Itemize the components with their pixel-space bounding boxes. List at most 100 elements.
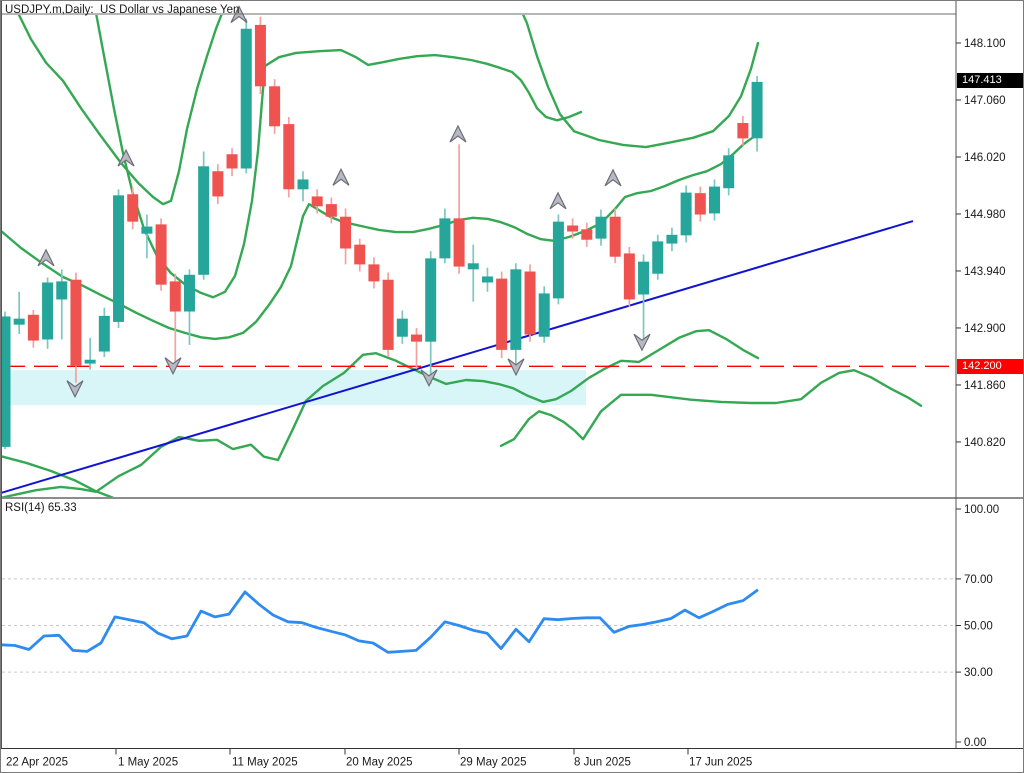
rsi-tick-label: 50.00 <box>964 621 993 633</box>
candle-body-bull <box>538 293 550 337</box>
candle <box>311 189 323 214</box>
candle <box>269 79 281 134</box>
candle-body-bear <box>737 123 749 139</box>
candle-body-bear <box>354 244 366 265</box>
arrow-down-icon <box>66 380 84 399</box>
candle <box>169 273 181 366</box>
rsi-line <box>1 588 759 654</box>
bollinger-middle-line <box>2 131 760 341</box>
rsi-axis[interactable]: 100.00 70.00 50.00 30.00 0.00 <box>956 504 999 749</box>
candle <box>382 272 394 358</box>
candle-body-bear <box>581 229 593 240</box>
candle-body-bull <box>56 281 68 300</box>
main-panel[interactable] <box>1 3 956 505</box>
candle <box>723 148 735 196</box>
time-tick-label: 29 May 2025 <box>460 757 527 769</box>
candle <box>13 291 25 334</box>
time-tick-label: 17 Jun 2025 <box>689 757 752 769</box>
candle-body-bull <box>98 315 110 352</box>
candle-body-bull <box>113 195 125 322</box>
candle-body-bear <box>212 171 224 197</box>
candle-body-bull <box>240 28 252 169</box>
candle <box>354 238 366 272</box>
candle-body-bear <box>496 278 508 350</box>
candle-body-bull <box>13 318 25 325</box>
price-tick-label: 148.100 <box>964 38 1006 50</box>
candle <box>481 267 493 292</box>
candle-body-bull <box>481 276 493 283</box>
candle <box>425 251 437 384</box>
arrow-down-icon <box>164 357 182 376</box>
candle-body-bear <box>567 225 579 232</box>
candle-body-bear <box>368 264 380 282</box>
candle <box>98 307 110 358</box>
price-tick-label: 144.980 <box>964 209 1006 221</box>
price-tick-label: 143.940 <box>964 266 1006 278</box>
candle-body-bear <box>411 334 423 342</box>
alert-price-badge: 142.200 <box>957 358 1023 374</box>
candle <box>254 16 266 94</box>
candle-body-bear <box>155 224 167 285</box>
candle <box>70 272 82 383</box>
candle-body-bear <box>226 154 238 169</box>
candle-body-bull <box>652 241 664 274</box>
arrow-up-icon <box>117 148 135 167</box>
candle <box>694 186 706 222</box>
candle <box>652 234 664 280</box>
candle-body-bear <box>70 279 82 366</box>
candle <box>510 263 522 370</box>
candle <box>325 197 337 224</box>
candle <box>623 246 635 307</box>
candlestick-series <box>2 16 763 450</box>
candle <box>340 208 352 265</box>
candle-body-bull <box>439 218 451 259</box>
candle <box>297 171 309 202</box>
trendline[interactable] <box>1 220 914 494</box>
candle <box>581 222 593 247</box>
bollinger-lower-outer-line <box>2 455 115 497</box>
candle <box>737 115 749 146</box>
candle-body-bull <box>709 186 720 214</box>
bollinger-lower-outer-line <box>499 369 923 447</box>
candle-body-bull <box>552 221 564 299</box>
rsi-panel[interactable] <box>1 578 956 673</box>
price-tick-label: 146.020 <box>964 152 1006 164</box>
candle-body-bear <box>311 196 323 207</box>
candle <box>666 227 678 252</box>
candle <box>496 271 508 359</box>
candle <box>113 189 125 328</box>
candle <box>2 311 11 450</box>
candle-body-bull <box>198 166 210 275</box>
candle-body-bull <box>467 263 479 270</box>
support-zone-rect <box>2 370 586 406</box>
candle <box>368 257 380 289</box>
candle <box>183 269 195 345</box>
time-tick-label: 11 May 2025 <box>232 757 298 769</box>
price-tick-label: 141.860 <box>964 380 1006 392</box>
candle <box>155 218 167 291</box>
candle-body-bear <box>169 281 181 312</box>
candle <box>567 218 579 239</box>
candle <box>680 185 692 243</box>
arrow-up-icon <box>332 167 350 186</box>
candle <box>56 269 68 340</box>
candle <box>595 209 607 246</box>
time-axis[interactable]: 22 Apr 2025 1 May 2025 11 May 2025 20 May 2… <box>6 748 752 769</box>
candle-body-bull <box>723 155 735 189</box>
candle-body-bull <box>666 234 678 244</box>
price-axis[interactable]: 148.100 147.060 146.020 144.980 143.940 142.9… <box>956 38 1006 449</box>
candle-body-bear <box>453 218 465 267</box>
candle-body-bear <box>283 124 295 190</box>
candle <box>538 286 550 343</box>
candle-body-bull <box>595 216 607 239</box>
candle-body-bull <box>425 258 437 342</box>
candle-body-bear <box>340 216 352 249</box>
candle <box>396 310 408 344</box>
rsi-tick-label: 70.00 <box>964 574 993 586</box>
candle-body-bull <box>510 269 522 350</box>
candle <box>198 151 210 280</box>
candle <box>552 214 564 305</box>
price-tick-label: 140.820 <box>964 437 1006 449</box>
